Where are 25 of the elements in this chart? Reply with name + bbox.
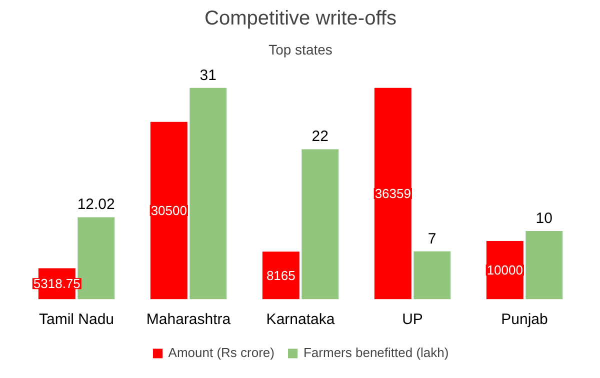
bar [302,149,339,300]
bar [150,122,188,300]
data-label: 8165 [266,268,296,283]
legend-label: Farmers benefitted (lakh) [303,345,449,360]
data-label: 7 [428,230,436,248]
bar [526,230,563,300]
legend-label: Amount (Rs crore) [168,345,274,360]
data-label: 12.02 [77,196,115,214]
chart-title: Competitive write-offs [204,8,396,30]
x-tick-label: UP [402,311,423,328]
data-label: 30500 [150,203,187,218]
data-label: 31 [200,66,216,84]
data-label: 22 [312,128,328,146]
data-label: 10000 [486,262,523,278]
x-tick-label: Tamil Nadu [38,311,114,328]
bar [190,88,227,300]
data-label: 36359 [374,186,411,201]
x-tick-label: Karnataka [266,311,336,328]
data-label: 10 [536,210,552,227]
data-label: 5318.75 [33,276,80,292]
bar [374,88,412,300]
chart-subtitle: Top states [268,42,332,58]
x-tick-label: Maharashtra [146,311,232,328]
bar [414,251,451,300]
x-tick-label: Punjab [501,311,548,328]
